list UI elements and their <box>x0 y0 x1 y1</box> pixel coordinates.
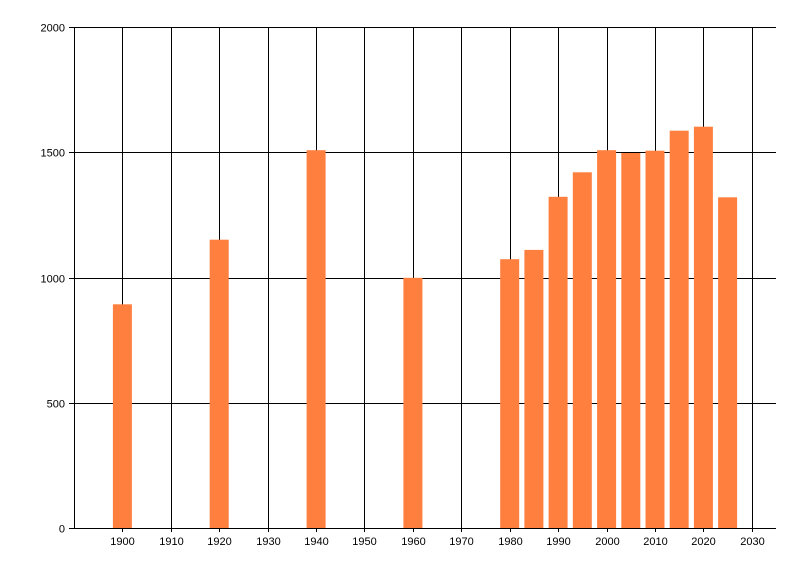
bar <box>572 172 592 529</box>
y-tick-label: 0 <box>59 524 65 536</box>
bar <box>112 304 132 528</box>
x-tick-label: 2010 <box>643 536 667 548</box>
bar <box>645 150 665 528</box>
bar <box>669 130 689 528</box>
bar <box>209 239 229 528</box>
bar <box>306 150 326 528</box>
bar <box>621 153 641 528</box>
y-tick-labels: 0 500 1000 1500 2000 <box>41 23 65 536</box>
bar <box>597 150 617 528</box>
bar <box>524 249 544 528</box>
x-tick-label: 1940 <box>304 536 328 548</box>
bars <box>112 126 738 529</box>
x-tick-label: 1920 <box>207 536 231 548</box>
x-tick-labels: 1900 1910 1920 1930 1940 1950 1960 1970 1980 1990… <box>110 536 764 548</box>
bar <box>403 277 423 528</box>
bar <box>500 259 520 528</box>
y-tick-label: 500 <box>47 399 65 411</box>
axes <box>74 27 776 529</box>
y-tick-label: 2000 <box>41 23 65 35</box>
x-tick-label: 1900 <box>110 536 134 548</box>
x-tick-label: 1960 <box>401 536 425 548</box>
x-tick-label: 1970 <box>449 536 473 548</box>
x-tick-label: 2030 <box>740 536 764 548</box>
bar <box>718 197 738 529</box>
x-tick-label: 1910 <box>159 536 183 548</box>
x-tick-label: 1980 <box>498 536 522 548</box>
bar <box>548 196 568 529</box>
x-tick-label: 2020 <box>691 536 715 548</box>
x-tick-label: 1950 <box>352 536 376 548</box>
y-tick-label: 1500 <box>41 148 65 160</box>
x-tick-label: 2000 <box>595 536 619 548</box>
x-tick-label: 1930 <box>256 536 280 548</box>
y-tick-label: 1000 <box>41 274 65 286</box>
bar <box>693 126 713 528</box>
x-tick-label: 1990 <box>546 536 570 548</box>
